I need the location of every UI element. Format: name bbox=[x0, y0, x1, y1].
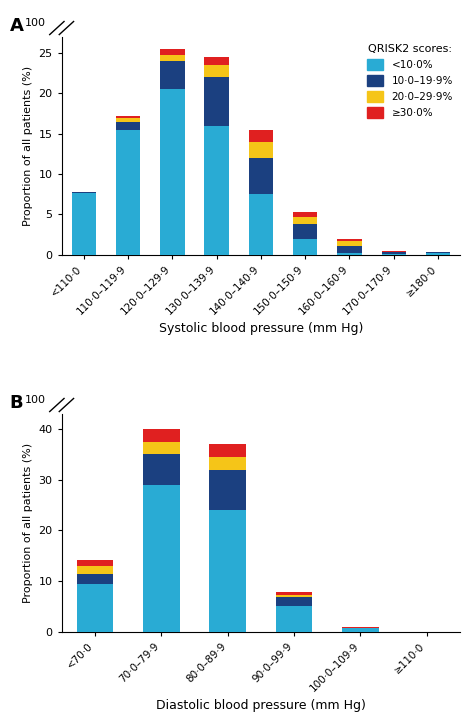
Bar bbox=[77, 560, 113, 566]
Bar bbox=[276, 606, 312, 632]
Y-axis label: Proportion of all patients (%): Proportion of all patients (%) bbox=[23, 66, 33, 226]
Bar bbox=[210, 470, 246, 510]
X-axis label: Diastolic blood pressure (mm Hg): Diastolic blood pressure (mm Hg) bbox=[156, 699, 366, 712]
Y-axis label: Proportion of all patients (%): Proportion of all patients (%) bbox=[23, 443, 33, 603]
Bar bbox=[249, 142, 273, 158]
Bar bbox=[77, 566, 113, 574]
Bar bbox=[77, 584, 113, 632]
Bar bbox=[143, 429, 180, 441]
Bar bbox=[293, 212, 317, 217]
Bar bbox=[77, 574, 113, 584]
Bar bbox=[337, 246, 362, 253]
Bar bbox=[204, 65, 229, 77]
Bar bbox=[342, 628, 379, 632]
Bar bbox=[160, 61, 184, 89]
Bar bbox=[293, 217, 317, 224]
Bar bbox=[276, 592, 312, 595]
Legend: <10·0%, 10·0–19·9%, 20·0–29·9%, ≥30·0%: <10·0%, 10·0–19·9%, 20·0–29·9%, ≥30·0% bbox=[365, 42, 455, 121]
Bar bbox=[382, 253, 406, 254]
Text: 100: 100 bbox=[25, 18, 46, 28]
Bar bbox=[276, 597, 312, 606]
Bar bbox=[143, 485, 180, 632]
Bar bbox=[210, 510, 246, 632]
Bar bbox=[160, 49, 184, 55]
Bar bbox=[210, 457, 246, 470]
Text: 100: 100 bbox=[25, 395, 46, 405]
X-axis label: Systolic blood pressure (mm Hg): Systolic blood pressure (mm Hg) bbox=[159, 322, 363, 335]
Text: B: B bbox=[10, 394, 24, 412]
Bar bbox=[426, 253, 450, 255]
Bar bbox=[72, 192, 96, 193]
Bar bbox=[116, 130, 140, 255]
Bar bbox=[337, 253, 362, 255]
Bar bbox=[160, 89, 184, 255]
Bar bbox=[143, 441, 180, 454]
Bar bbox=[293, 239, 317, 255]
Bar bbox=[116, 118, 140, 121]
Bar bbox=[337, 241, 362, 246]
Bar bbox=[204, 77, 229, 126]
Bar bbox=[249, 130, 273, 142]
Bar bbox=[204, 57, 229, 65]
Bar bbox=[276, 595, 312, 597]
Bar bbox=[382, 250, 406, 252]
Bar bbox=[249, 195, 273, 255]
Bar bbox=[72, 193, 96, 255]
Bar bbox=[382, 252, 406, 253]
Bar bbox=[210, 444, 246, 457]
Bar bbox=[249, 158, 273, 195]
Bar bbox=[143, 454, 180, 485]
Bar bbox=[293, 224, 317, 239]
Text: A: A bbox=[10, 17, 24, 35]
Bar bbox=[160, 55, 184, 61]
Bar bbox=[337, 239, 362, 241]
Bar bbox=[116, 116, 140, 118]
Bar bbox=[204, 126, 229, 255]
Bar bbox=[116, 121, 140, 130]
Bar bbox=[382, 254, 406, 255]
